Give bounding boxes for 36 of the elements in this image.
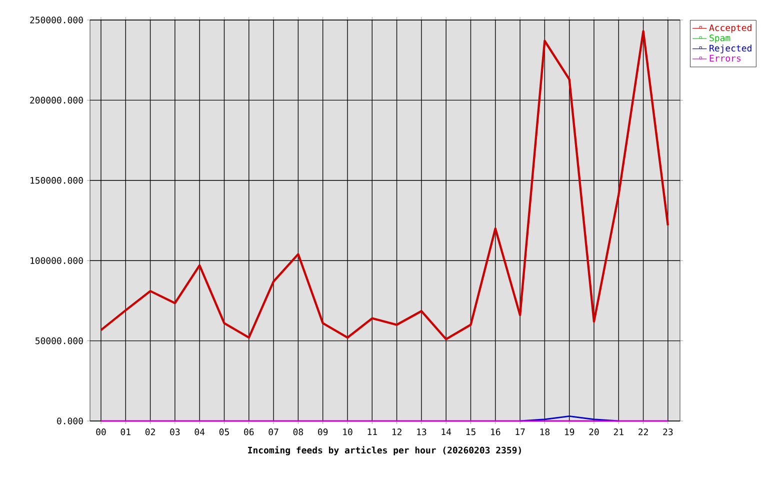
x-tick-label: 10 bbox=[343, 428, 352, 436]
x-tick-label: 13 bbox=[417, 428, 426, 436]
x-tick-label: 22 bbox=[638, 428, 648, 436]
y-tick-label: 100000.000 bbox=[30, 257, 83, 264]
x-tick-label: 04 bbox=[194, 428, 205, 436]
y-tick-label: 50000.000 bbox=[36, 337, 83, 344]
x-tick-label: 11 bbox=[368, 428, 377, 436]
legend-label: Errors bbox=[710, 54, 740, 62]
legend-label: Rejected bbox=[710, 44, 752, 54]
x-tick-label: 06 bbox=[244, 428, 254, 436]
x-tick-label: 17 bbox=[516, 428, 525, 436]
x-tick-label: 02 bbox=[145, 428, 155, 436]
x-tick-label: 01 bbox=[120, 428, 130, 436]
x-tick-label: 03 bbox=[170, 428, 180, 436]
y-tick-label: 150000.000 bbox=[30, 177, 83, 184]
line-series bbox=[100, 30, 670, 340]
legend-label: Accepted bbox=[709, 24, 752, 33]
x-tick-label: 00 bbox=[96, 428, 106, 436]
x-tick-label: 12 bbox=[392, 428, 402, 436]
legend-label: Spam bbox=[710, 34, 730, 43]
y-tick-label: 200000.000 bbox=[30, 96, 83, 104]
x-tick-label: 09 bbox=[318, 428, 328, 436]
x-tick-label: 18 bbox=[540, 428, 550, 436]
x-tick-label: 19 bbox=[565, 428, 574, 436]
y-tick-label: 0.000 bbox=[57, 418, 83, 424]
x-tick-label: 07 bbox=[268, 428, 278, 436]
x-tick-label: 05 bbox=[219, 428, 229, 436]
x-tick-label: 21 bbox=[614, 428, 624, 436]
x-tick-label: 16 bbox=[491, 428, 500, 436]
y-tick-label: 250000.000 bbox=[30, 16, 83, 24]
x-tick-label: 23 bbox=[663, 428, 673, 436]
x-axis-title: Incoming feeds by articles per hour (20260203 2359) bbox=[248, 446, 521, 456]
x-tick-label: 08 bbox=[293, 428, 304, 436]
x-tick-label: 15 bbox=[466, 428, 476, 436]
x-tick-label: 14 bbox=[442, 428, 452, 436]
x-tick-label: 20 bbox=[589, 428, 599, 436]
